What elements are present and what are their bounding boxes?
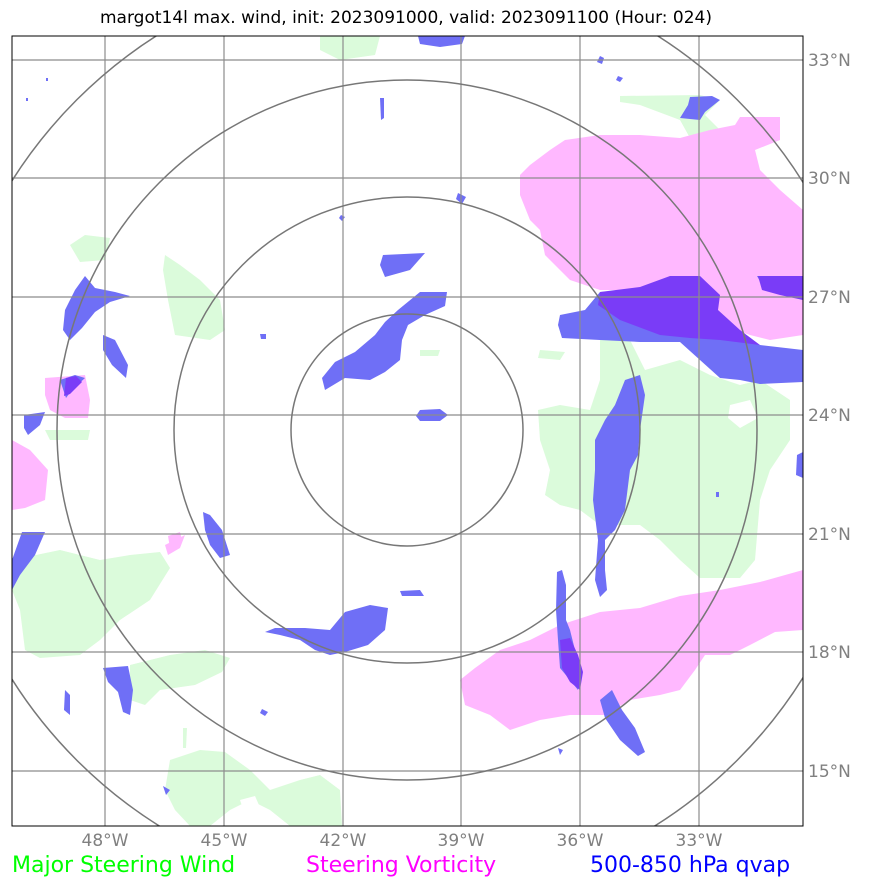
vorticity-areas xyxy=(12,117,803,730)
lat-label: 30°N xyxy=(808,169,851,189)
lat-label: 21°N xyxy=(808,525,851,545)
lon-label: 39°W xyxy=(438,831,485,851)
legend-qvap: 500-850 hPa qvap xyxy=(590,853,791,878)
lon-label: 48°W xyxy=(82,831,129,851)
map-frame xyxy=(11,35,804,827)
lon-label: 36°W xyxy=(557,831,604,851)
lat-label: 33°N xyxy=(808,51,851,71)
lon-label: 42°W xyxy=(320,831,367,851)
map-title: margot14l max. wind, init: 2023091000, v… xyxy=(99,8,713,28)
lat-label: 24°N xyxy=(808,406,851,426)
legend-steering-wind: Major Steering Wind xyxy=(12,853,236,878)
lat-label: 15°N xyxy=(808,762,851,782)
graticule xyxy=(12,36,803,826)
qvap-vorticity-overlap xyxy=(64,276,803,690)
lat-label: 18°N xyxy=(808,643,851,663)
lat-label: 27°N xyxy=(808,288,851,308)
lon-label: 45°W xyxy=(201,831,248,851)
lon-tick-labels: 48°W 45°W 42°W 39°W 36°W 33°W xyxy=(82,831,723,851)
lat-tick-labels: 33°N 30°N 27°N 24°N 21°N 18°N 15°N xyxy=(808,51,851,782)
legend-steering-vorticity: Steering Vorticity xyxy=(306,853,497,878)
lon-label: 33°W xyxy=(676,831,723,851)
